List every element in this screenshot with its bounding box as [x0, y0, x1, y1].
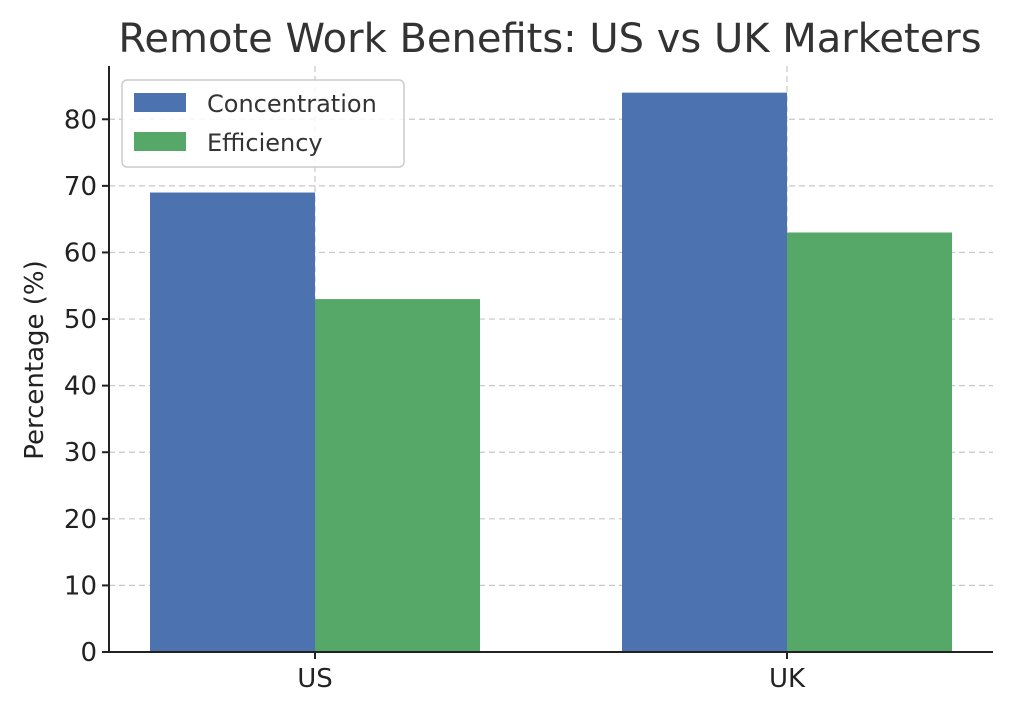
legend-box	[121, 79, 405, 168]
y-tick-label-60: 60	[64, 238, 97, 268]
bar-concentration-us	[150, 192, 315, 653]
y-tick-label-40: 40	[64, 372, 97, 402]
y-axis-label: Percentage (%)	[20, 260, 50, 460]
bars	[150, 92, 952, 653]
legend: Concentration Efficiency	[121, 79, 405, 168]
x-tick-label-uk: UK	[769, 664, 806, 694]
y-tick-label-50: 50	[64, 305, 97, 335]
chart-title: Remote Work Benefits: US vs UK Marketers	[118, 16, 981, 62]
x-tick-label-us: US	[297, 664, 333, 694]
y-tick-label-80: 80	[64, 105, 97, 135]
y-tick-label-70: 70	[64, 172, 97, 202]
y-tick-label-0: 0	[80, 638, 97, 668]
legend-label-concentration: Concentration	[207, 90, 377, 118]
y-tick-label-20: 20	[64, 505, 97, 535]
axes	[108, 66, 993, 653]
ticks: 0 10 20 30 40 50 60 70 80 US UK	[64, 105, 806, 694]
legend-swatch-concentration	[134, 93, 186, 112]
bar-concentration-uk	[622, 92, 787, 653]
y-tick-label-30: 30	[64, 438, 97, 468]
legend-label-efficiency: Efficiency	[207, 129, 323, 157]
legend-swatch-efficiency	[134, 132, 186, 151]
bar-efficiency-uk	[787, 232, 952, 652]
bar-efficiency-us	[315, 299, 480, 652]
y-tick-label-10: 10	[64, 571, 97, 601]
